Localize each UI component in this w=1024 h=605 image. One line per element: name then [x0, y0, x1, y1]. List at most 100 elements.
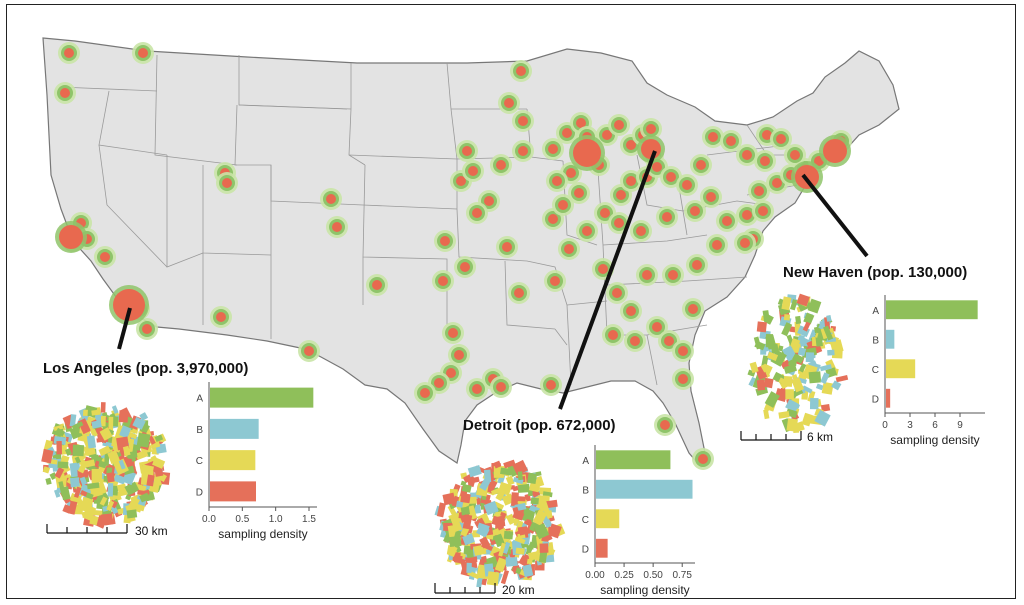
sampling-site — [608, 212, 630, 234]
census-tract — [505, 475, 515, 486]
census-tract — [505, 513, 516, 525]
sampling-site — [58, 42, 80, 64]
census-tract — [820, 403, 831, 412]
sampling-site — [544, 270, 566, 292]
census-tract — [106, 472, 115, 483]
sampling-site — [684, 200, 706, 222]
census-tract — [91, 409, 101, 416]
sampling-site — [720, 130, 742, 152]
census-tract — [495, 527, 511, 545]
figure-frame: Los Angeles (pop. 3,970,000) 30 km A B C D 0… — [6, 4, 1016, 599]
bar-a — [886, 300, 978, 320]
census-tract — [139, 412, 149, 421]
census-tract — [447, 504, 457, 517]
census-tract — [53, 424, 64, 432]
census-tract — [493, 460, 502, 469]
census-tract — [128, 451, 138, 459]
census-tract — [493, 466, 505, 478]
census-tract — [99, 427, 113, 441]
census-tract — [512, 485, 519, 492]
census-tract — [815, 383, 824, 391]
sampling-site — [496, 236, 518, 258]
census-tract — [118, 410, 129, 423]
census-tract — [777, 298, 784, 306]
sampling-site — [672, 340, 694, 362]
sampling-site — [608, 114, 630, 136]
sampling-site — [716, 210, 738, 232]
detroit-density-chart: A B C D 0.00 0.25 0.50 0.75 sampling density — [582, 445, 695, 597]
los-angeles-title: Los Angeles (pop. 3,970,000) — [43, 360, 248, 377]
census-tract — [498, 542, 506, 557]
census-tract — [106, 500, 115, 512]
census-tract — [119, 425, 132, 439]
census-tract — [533, 523, 550, 540]
census-tract — [99, 496, 108, 506]
sampling-site — [702, 126, 724, 148]
sampling-site — [620, 300, 642, 322]
sampling-site — [692, 448, 714, 470]
census-tract — [770, 343, 779, 354]
census-tract — [109, 413, 118, 423]
x-tick-label: 0.00 — [585, 570, 605, 581]
census-tract — [500, 569, 510, 585]
new-haven-scale-bar — [740, 431, 802, 441]
census-tract — [56, 441, 62, 455]
census-tract — [783, 314, 791, 321]
census-tract — [826, 315, 832, 322]
census-tract — [802, 385, 813, 394]
bar-b — [210, 418, 259, 439]
census-tract — [453, 555, 463, 564]
los-angeles-tract-map — [41, 402, 171, 529]
x-tick-label: 0.50 — [643, 570, 663, 581]
census-tract — [69, 477, 80, 488]
detroit-scale-label: 20 km — [502, 583, 535, 597]
sampling-site — [512, 140, 534, 162]
census-tract — [90, 428, 98, 438]
inset-los-angeles: Los Angeles (pop. 3,970,000) 30 km A B C D 0… — [41, 360, 317, 541]
census-tract — [783, 363, 797, 375]
census-tract — [525, 541, 535, 556]
census-tract — [79, 476, 88, 486]
census-tract — [139, 492, 150, 503]
sampling-site — [576, 220, 598, 242]
sampling-site — [136, 318, 158, 340]
census-tract — [494, 557, 508, 573]
census-tract — [512, 510, 525, 521]
census-tract — [527, 472, 538, 485]
figure-canvas: Los Angeles (pop. 3,970,000) 30 km A B C D 0… — [41, 37, 985, 597]
census-tract — [467, 465, 482, 478]
category-label: C — [872, 365, 879, 376]
census-tract — [812, 336, 819, 346]
census-tract — [477, 522, 490, 531]
bar-a — [210, 387, 314, 408]
census-tract — [479, 478, 491, 491]
x-tick-label: 0.5 — [235, 514, 249, 525]
sampling-site — [498, 92, 520, 114]
census-tract — [803, 312, 815, 325]
sampling-site — [686, 254, 708, 276]
sampling-site — [654, 414, 676, 436]
bar-d — [886, 388, 891, 408]
census-tract — [777, 345, 784, 352]
sampling-site — [434, 230, 456, 252]
census-tract — [82, 504, 97, 522]
sampling-site — [636, 264, 658, 286]
bar-d — [596, 538, 608, 558]
census-tract — [783, 376, 793, 387]
sampling-site — [540, 374, 562, 396]
census-tract — [460, 506, 471, 516]
callout-line-los-angeles — [117, 307, 132, 350]
sampling-site — [542, 138, 564, 160]
census-tract — [107, 483, 114, 497]
census-tract — [749, 361, 759, 374]
census-tract — [764, 391, 780, 408]
los-angeles-scale-label: 30 km — [135, 524, 168, 538]
sampling-site — [432, 270, 454, 292]
census-tract — [756, 379, 766, 391]
sampling-site — [662, 264, 684, 286]
detroit-scale-bar — [434, 583, 496, 594]
sampling-site — [456, 140, 478, 162]
census-tract — [820, 372, 830, 385]
census-tract — [792, 353, 805, 364]
census-tract — [512, 459, 528, 476]
